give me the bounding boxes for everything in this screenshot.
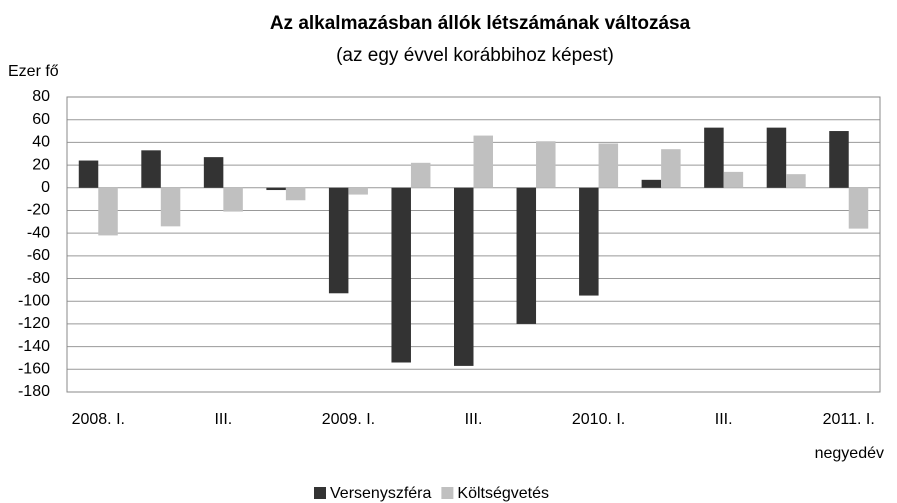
x-tick-label: 2009. I. — [322, 411, 375, 428]
bar — [704, 127, 724, 188]
bar — [473, 135, 493, 188]
bar — [348, 187, 368, 195]
bar — [579, 187, 599, 296]
bar — [285, 187, 306, 201]
bar — [848, 187, 869, 229]
bar — [328, 187, 349, 294]
y-tick-label: -80 — [27, 270, 50, 287]
y-tick-label: -20 — [27, 202, 50, 219]
bar — [641, 179, 662, 188]
bar — [786, 174, 806, 188]
bar — [661, 149, 681, 188]
bar — [78, 160, 99, 188]
plot-border — [66, 96, 881, 393]
bar — [141, 150, 161, 188]
legend-swatch — [441, 487, 454, 499]
y-tick-label: -160 — [18, 361, 50, 378]
chart-title: Az alkalmazásban állók létszámának válto… — [270, 13, 691, 34]
x-tick-label: III. — [715, 411, 733, 428]
bar — [98, 187, 118, 236]
bar — [223, 187, 243, 212]
x-tick-label: 2011. I. — [823, 411, 875, 428]
bar — [723, 171, 744, 188]
y-tick-label: -100 — [18, 292, 50, 309]
bar — [598, 143, 619, 188]
bar — [536, 141, 556, 188]
y-tick-label: 60 — [32, 111, 50, 128]
legend-label: Versenyszféra — [330, 485, 431, 502]
bar — [454, 187, 474, 366]
x-axis-label: negyedév — [815, 445, 884, 462]
y-tick-label: -180 — [18, 383, 50, 400]
y-tick-label: -40 — [27, 224, 50, 241]
x-tick-label: 2008. I. — [72, 411, 125, 428]
bar — [203, 157, 224, 188]
x-tick-label: 2010. I. — [572, 411, 625, 428]
y-tick-label: 40 — [32, 134, 50, 151]
y-tick-label: 80 — [32, 88, 50, 105]
bar — [829, 131, 849, 188]
y-tick-label: 20 — [32, 156, 50, 173]
bar — [766, 127, 787, 188]
y-tick-label: 0 — [41, 179, 50, 196]
x-tick-label: III. — [465, 411, 483, 428]
y-tick-label: -120 — [18, 315, 50, 332]
y-tick-label: -60 — [27, 247, 50, 264]
bar — [266, 187, 286, 191]
x-tick-label: III. — [214, 411, 232, 428]
bar — [391, 187, 411, 363]
bar — [516, 187, 537, 324]
bar — [410, 162, 431, 188]
chart-subtitle: (az egy évvel korábbihoz képest) — [336, 45, 614, 66]
y-axis-label: Ezer fő — [8, 63, 59, 80]
legend-swatch — [314, 487, 326, 499]
legend-label: Költségvetés — [457, 485, 549, 502]
y-tick-label: -140 — [18, 338, 50, 355]
bar — [160, 187, 181, 227]
